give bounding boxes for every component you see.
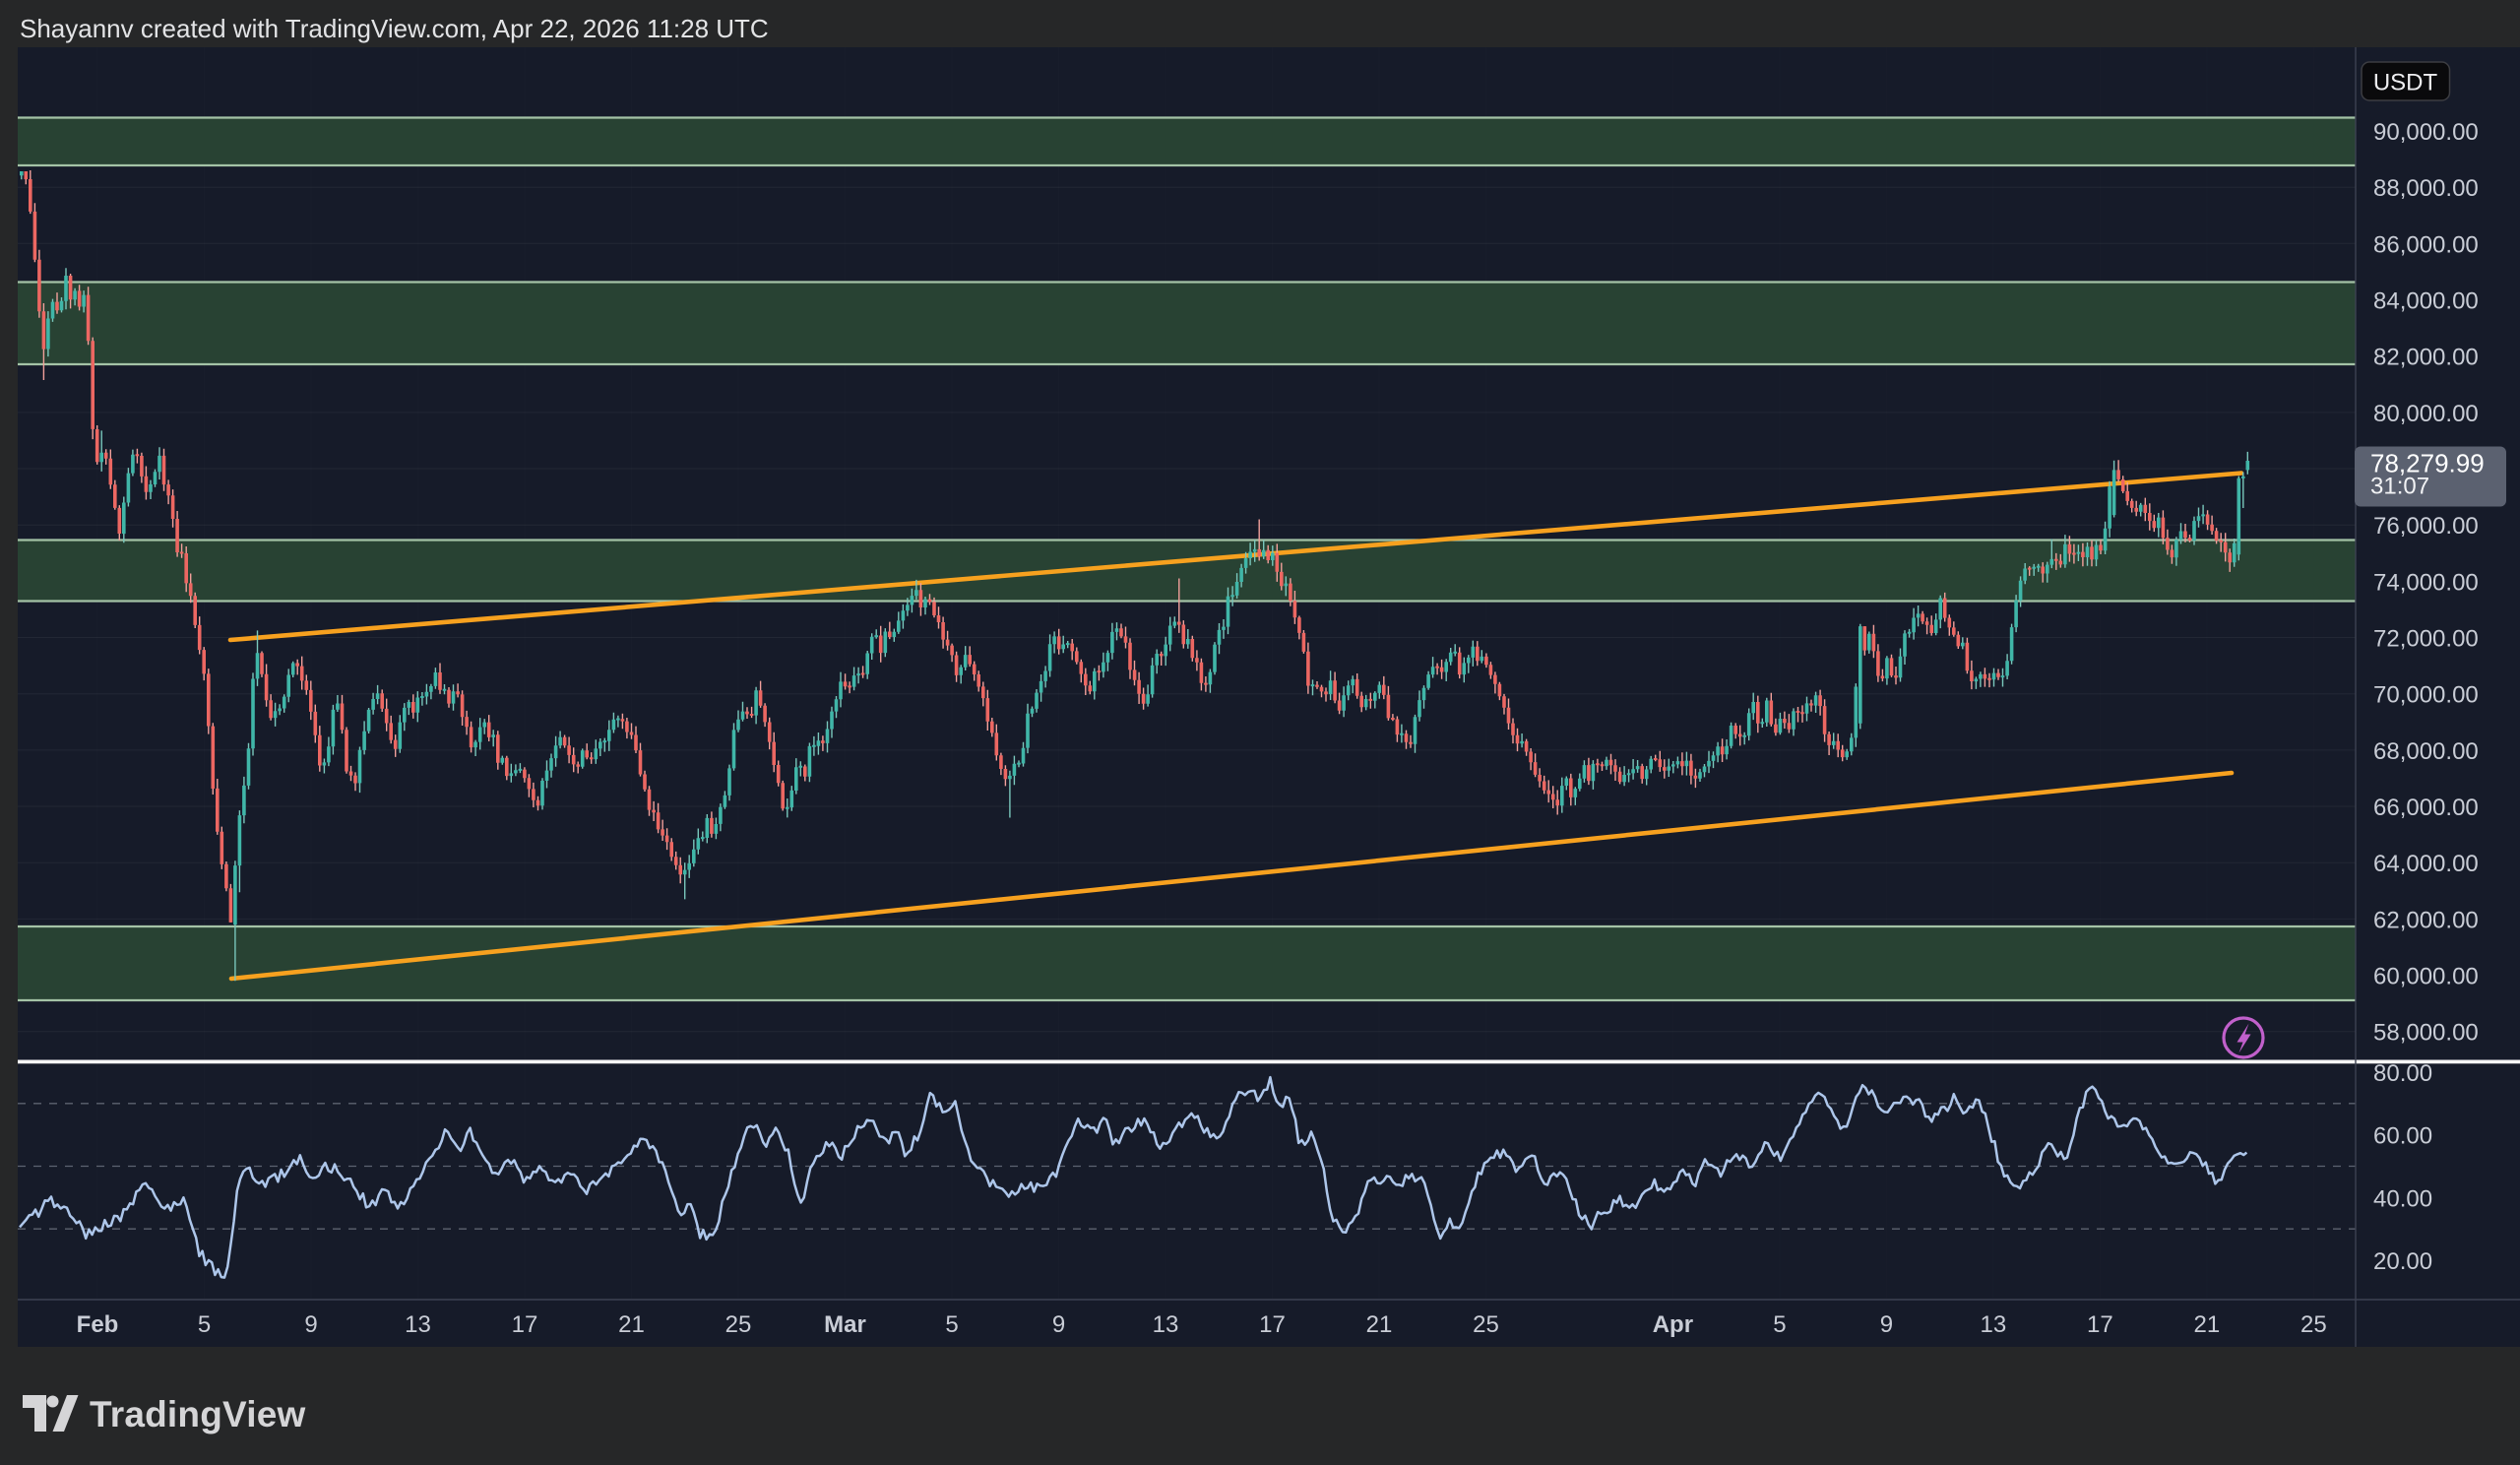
svg-text:9: 9 <box>304 1311 317 1338</box>
svg-text:60.00: 60.00 <box>2373 1123 2432 1150</box>
svg-text:21: 21 <box>1366 1311 1393 1338</box>
svg-text:25: 25 <box>1473 1311 1499 1338</box>
svg-text:17: 17 <box>1259 1311 1286 1338</box>
svg-text:72,000.00: 72,000.00 <box>2373 626 2479 653</box>
svg-text:Feb: Feb <box>77 1311 119 1338</box>
svg-text:5: 5 <box>198 1311 211 1338</box>
svg-text:13: 13 <box>1153 1311 1179 1338</box>
svg-text:60,000.00: 60,000.00 <box>2373 964 2479 990</box>
svg-text:17: 17 <box>512 1311 538 1338</box>
svg-text:62,000.00: 62,000.00 <box>2373 907 2479 933</box>
svg-text:68,000.00: 68,000.00 <box>2373 738 2479 765</box>
svg-text:78,279.99: 78,279.99 <box>2370 449 2485 478</box>
svg-text:80,000.00: 80,000.00 <box>2373 401 2479 427</box>
svg-text:76,000.00: 76,000.00 <box>2373 513 2479 540</box>
svg-text:5: 5 <box>1773 1311 1786 1338</box>
svg-text:Apr: Apr <box>1653 1311 1693 1338</box>
svg-text:31:07: 31:07 <box>2370 474 2429 500</box>
svg-text:66,000.00: 66,000.00 <box>2373 795 2479 821</box>
svg-text:13: 13 <box>1981 1311 2007 1338</box>
svg-text:58,000.00: 58,000.00 <box>2373 1020 2479 1047</box>
svg-text:82,000.00: 82,000.00 <box>2373 345 2479 371</box>
svg-text:80.00: 80.00 <box>2373 1060 2432 1087</box>
svg-text:21: 21 <box>618 1311 645 1338</box>
svg-text:20.00: 20.00 <box>2373 1248 2432 1275</box>
svg-text:64,000.00: 64,000.00 <box>2373 851 2479 877</box>
svg-text:TradingView: TradingView <box>90 1394 305 1434</box>
svg-text:Mar: Mar <box>824 1311 866 1338</box>
svg-text:84,000.00: 84,000.00 <box>2373 288 2479 315</box>
svg-text:13: 13 <box>405 1311 431 1338</box>
svg-text:5: 5 <box>945 1311 958 1338</box>
svg-text:25: 25 <box>725 1311 752 1338</box>
svg-text:21: 21 <box>2194 1311 2221 1338</box>
svg-text:25: 25 <box>2300 1311 2327 1338</box>
svg-text:40.00: 40.00 <box>2373 1185 2432 1212</box>
svg-text:70,000.00: 70,000.00 <box>2373 682 2479 709</box>
svg-text:9: 9 <box>1052 1311 1065 1338</box>
svg-text:90,000.00: 90,000.00 <box>2373 119 2479 146</box>
svg-text:9: 9 <box>1880 1311 1893 1338</box>
svg-text:74,000.00: 74,000.00 <box>2373 569 2479 596</box>
svg-text:USDT: USDT <box>2373 70 2438 96</box>
svg-text:88,000.00: 88,000.00 <box>2373 175 2479 202</box>
svg-text:17: 17 <box>2087 1311 2113 1338</box>
svg-text:Shayannv created with TradingV: Shayannv created with TradingView.com, A… <box>20 14 769 43</box>
svg-text:86,000.00: 86,000.00 <box>2373 231 2479 258</box>
